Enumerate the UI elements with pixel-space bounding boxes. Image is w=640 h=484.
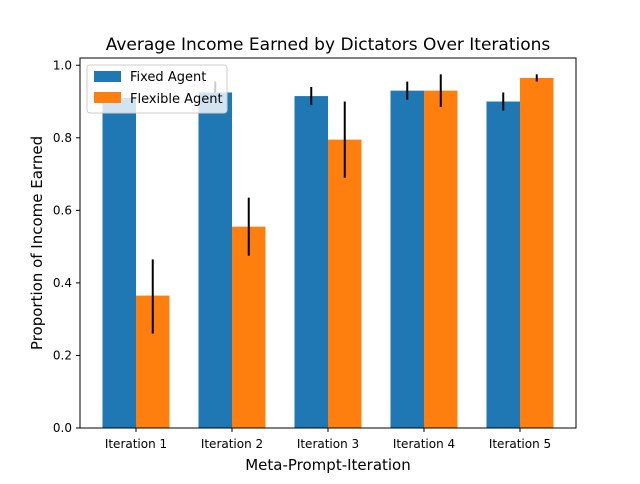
x-axis: Iteration 1 Iteration 2 Iteration 3 Iterati… [105,428,551,451]
y-axis-label: Proportion of Income Earned [28,136,46,350]
bar-fixed-agent-2 [198,92,232,428]
legend-swatch-fixed-agent [94,71,121,82]
y-tick-label: 0.4 [53,276,72,290]
x-tick-label: Iteration 4 [393,437,455,451]
bar-fixed-agent-3 [294,96,328,429]
bar-flexible-agent-3 [328,139,362,428]
legend-label-fixed-agent: Fixed Agent [130,70,206,85]
y-tick-label: 1.0 [53,58,72,72]
bars-layer [102,77,554,429]
y-tick-label: 0.8 [53,131,72,145]
bar-flexible-agent-4 [424,90,458,428]
x-axis-label: Meta-Prompt-Iteration [245,456,411,474]
error-bars-layer [151,74,538,334]
x-tick-label: Iteration 3 [297,437,359,451]
bar-fixed-agent-4 [390,90,424,428]
bar-fixed-agent-5 [486,101,520,428]
legend: Fixed Agent Flexible Agent [86,64,228,114]
y-tick-label: 0.6 [53,203,72,217]
legend-label-flexible-agent: Flexible Agent [130,92,223,107]
x-tick-label: Iteration 2 [201,437,263,451]
x-tick-label: Iteration 1 [105,437,167,451]
bar-flexible-agent-2 [232,226,266,428]
y-tick-label: 0.0 [53,421,72,435]
chart-title: Average Income Earned by Dictators Over … [106,35,551,55]
y-axis: 0.0 0.2 0.4 0.6 0.8 1.0 [53,58,80,435]
legend-frame [86,64,228,114]
x-tick-label: Iteration 5 [489,437,551,451]
legend-swatch-flexible-agent [94,92,121,103]
bar-flexible-agent-5 [520,77,554,428]
y-tick-label: 0.2 [53,348,72,362]
bar-fixed-agent-1 [102,97,136,428]
